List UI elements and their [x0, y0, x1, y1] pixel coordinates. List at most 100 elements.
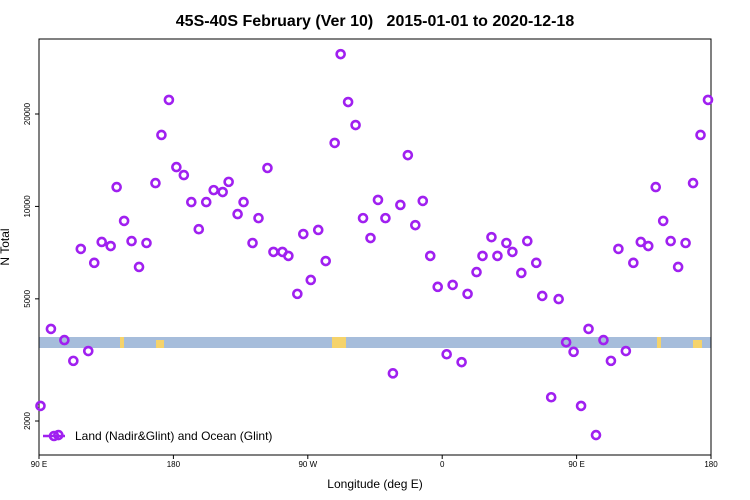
point: [605, 355, 617, 367]
point: [680, 237, 691, 249]
point: [545, 391, 557, 403]
point: [45, 323, 57, 335]
y-tick-label: 5000: [23, 289, 32, 307]
x-tick-label: 180: [167, 460, 181, 469]
point: [598, 334, 609, 346]
point: [342, 96, 354, 108]
x-tick-label: 90 E: [31, 460, 47, 469]
point: [441, 348, 452, 360]
point: [111, 181, 122, 193]
point: [536, 290, 548, 302]
point: [268, 246, 279, 258]
point: [501, 237, 512, 249]
point: [118, 215, 130, 227]
land-spot: [657, 337, 661, 348]
point: [628, 257, 639, 269]
point: [650, 181, 662, 193]
point: [357, 212, 369, 224]
point: [335, 48, 346, 60]
y-tick-label: 10000: [23, 195, 32, 218]
land-spot: [332, 337, 346, 348]
point: [156, 129, 167, 141]
point: [262, 162, 273, 174]
point: [530, 257, 542, 269]
point: [424, 250, 436, 262]
y-axis-label: N Total: [0, 228, 12, 265]
plot-frame: [38, 38, 712, 456]
point: [253, 212, 264, 224]
point: [141, 237, 152, 249]
legend-label: Land (Nadir&Glint) and Ocean (Glint): [75, 429, 272, 443]
point: [208, 184, 220, 196]
point: [298, 228, 309, 240]
point: [590, 429, 602, 441]
x-axis-label: Longitude (deg E): [327, 477, 422, 491]
x-tick-label: 180: [704, 460, 718, 469]
point: [350, 119, 361, 131]
point: [193, 223, 205, 235]
point: [432, 281, 444, 293]
point: [687, 177, 699, 189]
point: [59, 334, 70, 346]
point: [665, 235, 676, 247]
point: [217, 186, 228, 198]
point: [471, 266, 482, 278]
point: [312, 224, 324, 236]
point: [516, 267, 527, 279]
point: [171, 161, 182, 173]
series: [35, 48, 714, 441]
land-spot: [693, 340, 702, 348]
ocean-band: [39, 337, 711, 348]
point: [507, 246, 518, 258]
point: [126, 235, 137, 247]
x-tick-label: 0: [440, 460, 445, 469]
point: [417, 195, 429, 207]
point: [575, 400, 587, 412]
point: [305, 274, 317, 286]
point: [105, 240, 116, 252]
legend-marker: [48, 430, 60, 442]
land-ocean-strip: [39, 337, 711, 348]
point: [96, 236, 108, 248]
point: [395, 199, 406, 211]
point: [410, 219, 421, 231]
point: [232, 208, 243, 220]
point: [492, 250, 503, 262]
point: [238, 196, 249, 208]
point: [620, 345, 632, 357]
point: [583, 323, 594, 335]
point: [200, 196, 212, 208]
point: [365, 232, 376, 244]
point: [150, 177, 161, 189]
point: [88, 257, 100, 269]
point: [163, 94, 175, 106]
point: [186, 196, 197, 208]
point: [133, 261, 145, 273]
point: [380, 212, 391, 224]
point: [635, 236, 647, 248]
point: [642, 240, 654, 252]
land-spot: [120, 337, 124, 348]
y-tick-label: 20000: [23, 102, 32, 125]
point: [486, 231, 497, 243]
point: [178, 169, 190, 181]
point: [247, 237, 258, 249]
point: [292, 288, 303, 300]
point: [477, 250, 488, 262]
point: [695, 129, 706, 141]
point: [462, 288, 473, 300]
point: [613, 243, 624, 255]
point: [402, 149, 414, 161]
point: [568, 346, 579, 358]
point: [456, 356, 467, 368]
point: [329, 137, 340, 149]
point: [553, 293, 564, 305]
point: [657, 215, 669, 227]
point: [35, 400, 46, 412]
y-tick-label: 2000: [23, 412, 32, 430]
x-tick-label: 90 W: [298, 460, 317, 469]
point: [372, 194, 384, 206]
point: [560, 336, 572, 348]
point: [283, 250, 294, 262]
